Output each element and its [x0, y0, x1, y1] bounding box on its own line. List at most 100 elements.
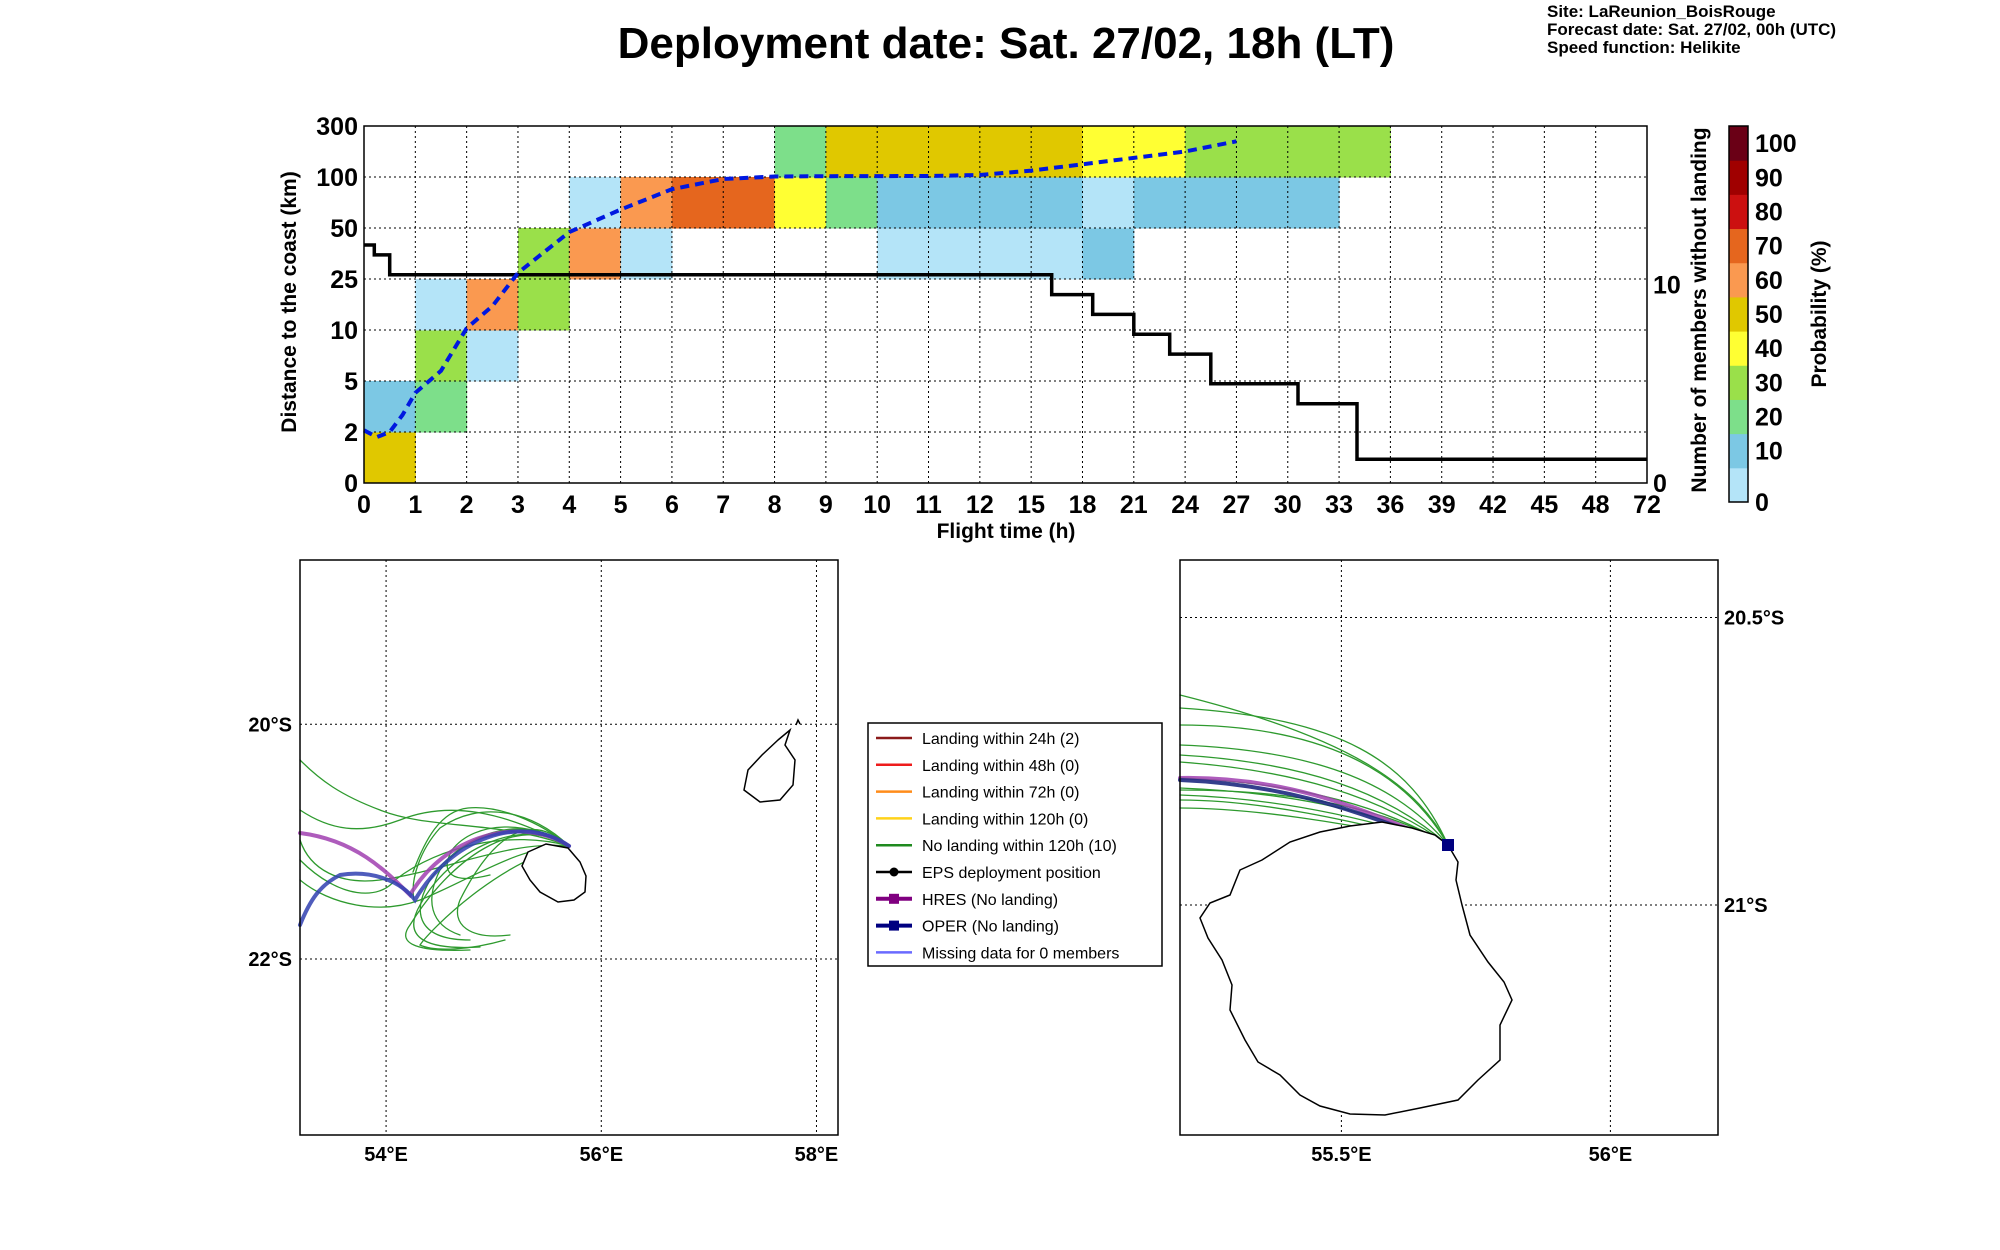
x-tick-label: 27 [1223, 491, 1251, 519]
colorbar-tick-label: 30 [1755, 369, 1783, 397]
legend-item: Landing within 72h (0) [876, 785, 1079, 802]
heatmap-cell [979, 126, 1032, 178]
chart-frame [363, 125, 1648, 484]
legend-label: Landing within 120h (0) [922, 811, 1088, 828]
y2-axis-label: Number of members without landing [1688, 127, 1711, 492]
x-tick-label: 7 [716, 491, 730, 519]
legend-label: EPS deployment position [922, 865, 1101, 882]
heatmap-cell [877, 177, 930, 229]
colorbar-cell [1729, 228, 1748, 264]
x-tick-label: 10 [863, 491, 891, 519]
y-tick-label: 5 [344, 368, 358, 396]
colorbar-tick-label: 0 [1755, 489, 1769, 517]
heatmap-grid [364, 126, 1647, 483]
heatmap-cell [620, 177, 673, 229]
colorbar-tick-label: 40 [1755, 335, 1783, 363]
regional-map-ticks: 54°E 56°E 58°E 20°S 22°S [248, 714, 838, 1166]
mauritius-island-outline [743, 727, 796, 803]
heatmap-cell [1031, 228, 1083, 280]
heatmap-cell [928, 228, 981, 280]
legend-item: No landing within 120h (10) [876, 838, 1117, 855]
local-map-ticks: 55.5°E 56°E 20.5°S 21°S [1311, 608, 1784, 1167]
heatmap-cell [979, 228, 1032, 280]
legend-item: HRES (No landing) [876, 892, 1058, 909]
legend: Landing within 24h (2) Landing within 48h… [867, 722, 1163, 967]
latitude-label: 22°S [248, 949, 292, 971]
heatmap-cell [825, 126, 878, 178]
latitude-label: 20°S [248, 714, 292, 736]
x-tick-label: 33 [1325, 491, 1353, 519]
x-tick-label: 6 [665, 491, 679, 519]
heatmap-cell [979, 177, 1032, 229]
y-tick-label: 2 [344, 419, 358, 447]
x-tick-label: 39 [1428, 491, 1456, 519]
y2-tick-label: 0 [1653, 470, 1667, 498]
distance-probability-chart: 0 1 2 3 4 5 6 7 8 9 10 11 12 15 18 21 24 27 30 33 36 39 42 45 48… [278, 113, 1711, 543]
heatmap-cell [415, 279, 468, 331]
colorbar-cells [1729, 126, 1748, 503]
legend-frame [867, 722, 1163, 967]
legend-item: Landing within 48h (0) [876, 758, 1079, 775]
colorbar-cell [1729, 365, 1748, 400]
heatmap-cells [364, 126, 1391, 484]
heatmap-cell [1082, 126, 1135, 178]
y-axis-label: Distance to the coast (km) [278, 171, 301, 432]
x-tick-label: 0 [357, 491, 371, 519]
local-trajectory-map: 55.5°E 56°E 20.5°S 21°S [1178, 559, 1784, 1167]
longitude-label: 54°E [364, 1144, 408, 1166]
regional-trajectories [298, 759, 571, 951]
x-tick-label: 15 [1017, 491, 1045, 519]
y-tick-label: 50 [330, 215, 358, 243]
members-without-landing-line [364, 243, 1647, 461]
local-trajectories [1178, 694, 1450, 847]
x-tick-label: 18 [1069, 491, 1097, 519]
legend-label: Landing within 72h (0) [922, 785, 1079, 802]
latitude-label: 21°S [1724, 895, 1768, 917]
heatmap-cell [1082, 228, 1135, 280]
median-distance-line [363, 139, 1237, 440]
forecast-label: Forecast date: Sat. 27/02, 00h (UTC) [1547, 20, 1836, 39]
legend-swatch-marker [889, 893, 899, 904]
x-tick-label: 3 [511, 491, 525, 519]
colorbar-tick-labels: 0 10 20 30 40 50 60 70 80 90 100 [1755, 130, 1797, 517]
y-tick-label: 0 [344, 470, 358, 498]
x-axis-label: Flight time (h) [937, 520, 1076, 543]
heatmap-cell [825, 177, 878, 229]
regional-map-frame [299, 559, 839, 1136]
heatmap-cell [1236, 126, 1289, 178]
heatmap-cell [415, 330, 468, 382]
colorbar-cell [1729, 160, 1748, 195]
legend-item: Missing data for 0 members [876, 945, 1119, 962]
legend-item: EPS deployment position [876, 865, 1101, 882]
legend-item: Landing within 120h (0) [876, 811, 1088, 828]
legend-swatch-marker [889, 867, 899, 877]
heatmap-cell [1287, 177, 1340, 229]
colorbar: 0 10 20 30 40 50 60 70 80 90 100 Probability (%) [1728, 125, 1831, 517]
x-tick-label: 2 [460, 491, 474, 519]
colorbar-frame [1728, 125, 1749, 503]
x-tick-label: 21 [1120, 491, 1148, 519]
heatmap-cell [1339, 126, 1391, 178]
latitude-label: 20.5°S [1724, 608, 1784, 630]
deployment-marker [1442, 839, 1454, 851]
x-tick-label: 24 [1171, 491, 1199, 519]
legend-label: No landing within 120h (10) [922, 838, 1117, 855]
colorbar-tick-label: 80 [1755, 198, 1783, 226]
heatmap-cell [415, 381, 468, 433]
eps-member-tracks-local [1179, 694, 1449, 846]
colorbar-tick-label: 90 [1755, 164, 1783, 192]
heatmap-cell [1185, 177, 1237, 229]
heatmap-cell [774, 177, 827, 229]
y-tick-label: 10 [330, 317, 358, 345]
heatmap-cell [1236, 177, 1289, 229]
legend-label: Landing within 24h (2) [922, 731, 1079, 748]
colorbar-tick-label: 10 [1755, 438, 1783, 466]
y-tick-label: 25 [330, 266, 358, 294]
x-tick-label: 12 [966, 491, 994, 519]
speed-label: Speed function: Helikite [1547, 38, 1741, 57]
y-tick-label: 300 [316, 113, 358, 141]
legend-item: OPER (No landing) [876, 919, 1059, 936]
x-tick-label: 1 [408, 491, 422, 519]
